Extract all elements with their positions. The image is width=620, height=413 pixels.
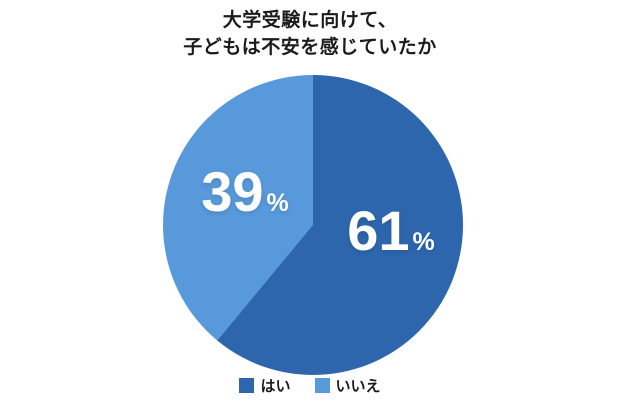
slice-unit-yes: % xyxy=(412,228,435,256)
chart-title: 大学受験に向けて、 子どもは不安を感じていたか xyxy=(0,7,620,61)
slice-unit-no: % xyxy=(266,189,289,217)
legend-swatch-no xyxy=(314,378,330,393)
chart-title-line-2: 子どもは不安を感じていたか xyxy=(183,37,437,58)
legend-label-no: いいえ xyxy=(335,378,381,395)
legend-item-no: いいえ xyxy=(314,375,381,396)
slice-value-no: 39 xyxy=(201,160,264,223)
pie-chart: 61% 39% xyxy=(163,75,463,375)
legend-item-yes: はい xyxy=(239,375,291,396)
slice-label-no: 39% xyxy=(201,164,289,220)
chart-title-line-1: 大学受験に向けて、 xyxy=(222,10,398,31)
slice-label-yes: 61% xyxy=(347,203,435,259)
legend-label-yes: はい xyxy=(260,378,291,395)
slice-value-yes: 61 xyxy=(347,199,410,262)
legend: はい いいえ xyxy=(0,375,620,396)
legend-swatch-yes xyxy=(239,378,255,393)
